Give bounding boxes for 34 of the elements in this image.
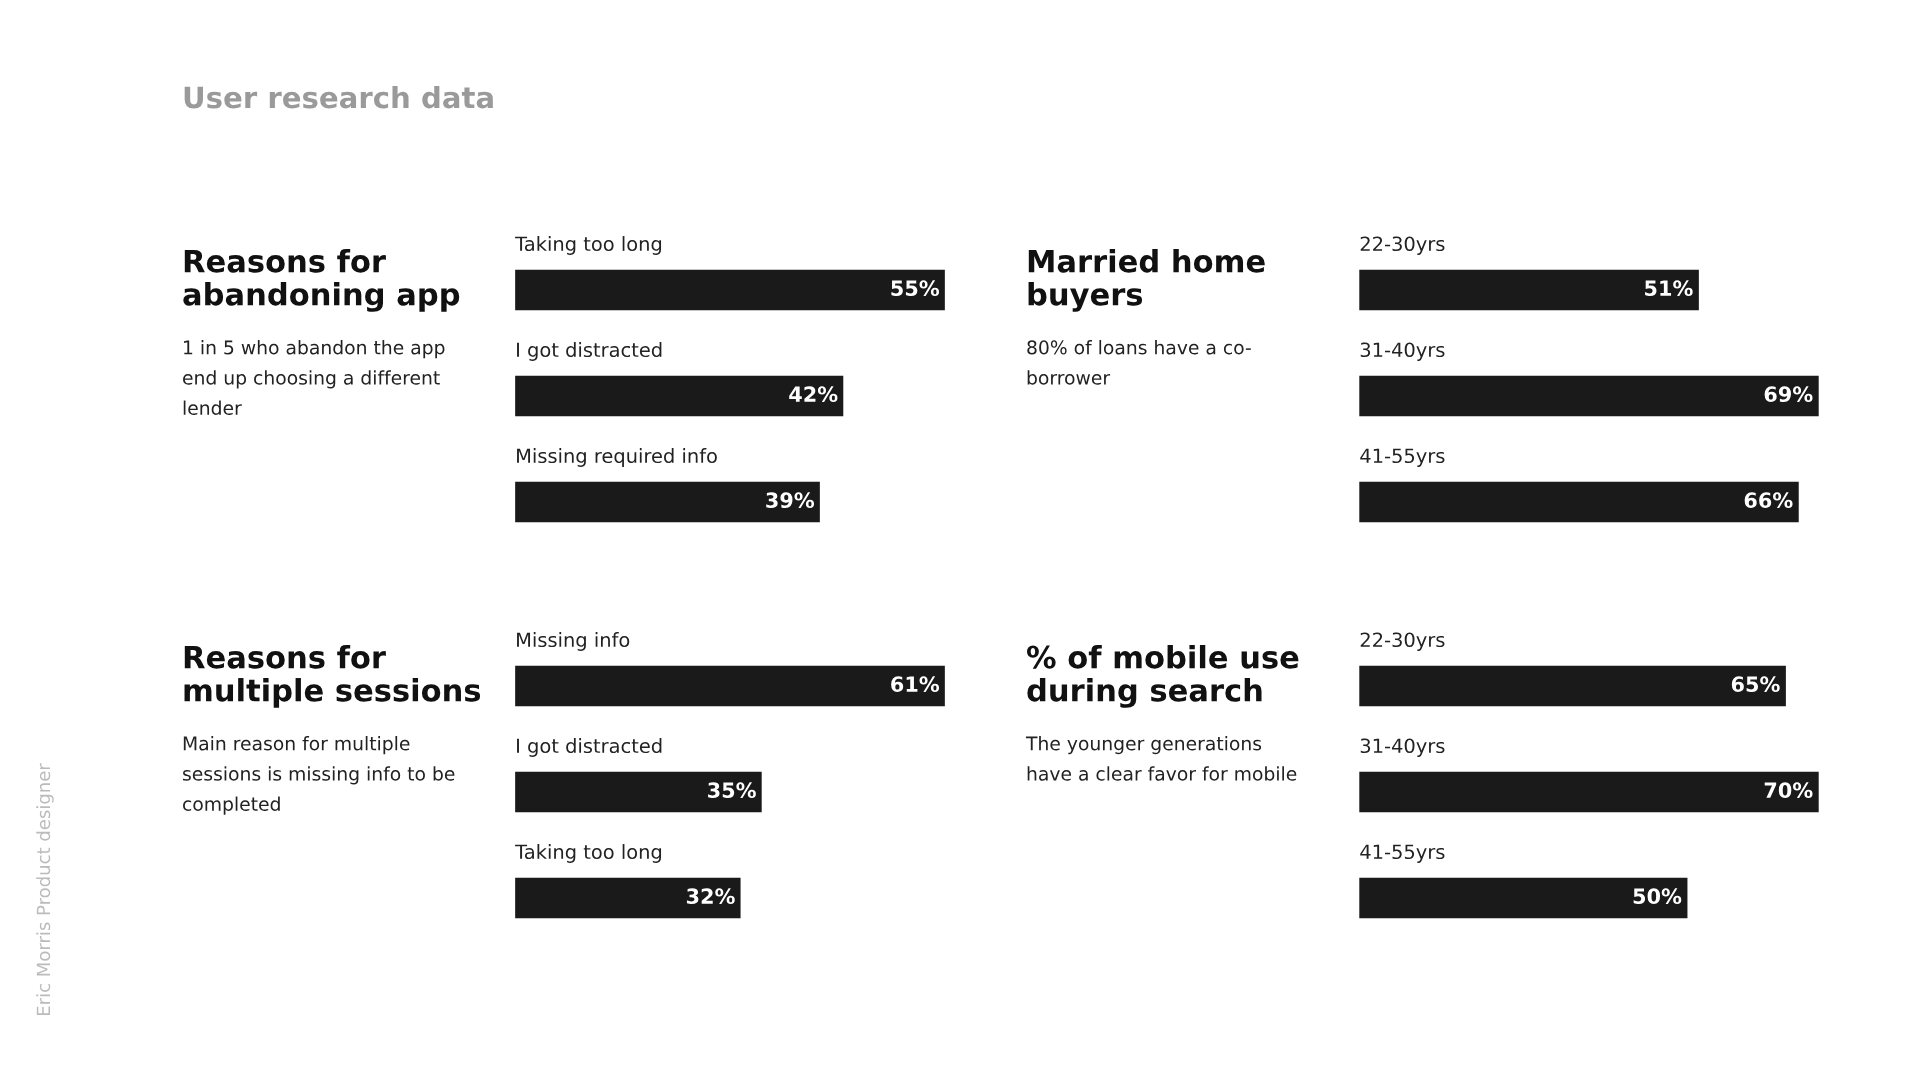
y-tick-label: 31-40yrs: [1360, 342, 1445, 361]
y-tick-label: 41-55yrs: [1360, 448, 1445, 467]
text: Main reason for multiple sessions is missing info to be completed: [183, 736, 455, 815]
data-label: 55%: [891, 280, 940, 297]
y-tick-label: Taking too long: [515, 844, 662, 863]
data-label: 39%: [766, 492, 815, 509]
text: The younger generations have a clear favor for mobile: [1025, 736, 1297, 781]
text: 80% of loans have a co- borrower: [1027, 340, 1251, 385]
y-tick-label: 22-30yrs: [1360, 632, 1445, 651]
y-tick-label: I got distracted: [517, 342, 662, 361]
data-label: 70%: [1764, 782, 1813, 799]
y-tick-label: 31-40yrs: [1360, 738, 1445, 757]
text: Married home buyers: [1028, 249, 1265, 312]
data-label: 61%: [891, 676, 940, 693]
y-tick-label: I got distracted: [517, 738, 662, 757]
text: Reasons for abandoning app: [183, 249, 460, 312]
data-label: 50%: [1633, 888, 1682, 905]
data-label: 66%: [1744, 492, 1793, 509]
data-label: 32%: [686, 888, 735, 905]
data-label: 69%: [1764, 386, 1813, 403]
data-label: 35%: [708, 782, 756, 799]
y-tick-label: Missing required info: [517, 448, 717, 467]
text: % of mobile use during search: [1026, 645, 1299, 708]
text: User research data: [184, 85, 493, 109]
data-label: 65%: [1731, 676, 1780, 693]
y-tick-label: Taking too long: [515, 236, 662, 255]
y-tick-label: Missing info: [517, 632, 630, 651]
data-label: 51%: [1645, 280, 1693, 297]
data-label: 42%: [789, 386, 838, 403]
text: Eric Morris Product designer: [36, 763, 54, 1015]
text: Reasons for multiple sessions: [184, 645, 481, 708]
text: 1 in 5 who abandon the app end up choosing a different lender: [183, 340, 445, 416]
y-tick-label: 41-55yrs: [1360, 844, 1445, 863]
y-tick-label: 22-30yrs: [1360, 236, 1445, 255]
